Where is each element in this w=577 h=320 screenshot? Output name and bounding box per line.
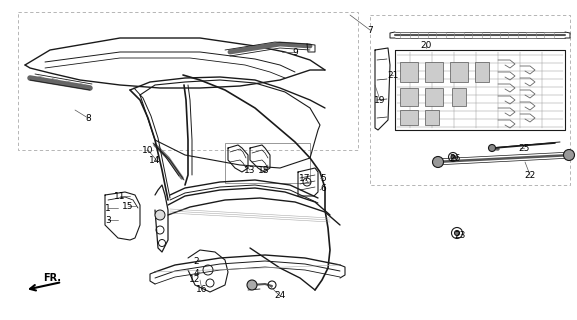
Text: 5: 5 bbox=[320, 173, 326, 182]
Bar bbox=[425, 62, 443, 82]
Text: 20: 20 bbox=[420, 41, 432, 50]
Text: 19: 19 bbox=[374, 95, 386, 105]
Text: 18: 18 bbox=[258, 165, 270, 174]
Text: 6: 6 bbox=[320, 183, 326, 193]
Bar bbox=[400, 88, 418, 106]
Bar bbox=[370, 15, 570, 185]
Text: 2: 2 bbox=[193, 258, 199, 267]
Text: 11: 11 bbox=[114, 191, 126, 201]
Circle shape bbox=[155, 210, 165, 220]
Text: 14: 14 bbox=[149, 156, 160, 164]
Text: 3: 3 bbox=[105, 215, 111, 225]
Text: 21: 21 bbox=[387, 70, 399, 79]
Text: 23: 23 bbox=[454, 230, 466, 239]
Bar bbox=[425, 110, 439, 125]
Text: 1: 1 bbox=[105, 204, 111, 212]
Text: 4: 4 bbox=[193, 269, 199, 278]
Text: 24: 24 bbox=[275, 292, 286, 300]
Circle shape bbox=[455, 230, 459, 236]
Circle shape bbox=[489, 145, 496, 151]
Bar bbox=[452, 88, 466, 106]
Text: 22: 22 bbox=[524, 171, 535, 180]
Circle shape bbox=[564, 149, 575, 161]
Text: 26: 26 bbox=[449, 154, 460, 163]
Bar bbox=[400, 110, 418, 125]
Text: 15: 15 bbox=[122, 202, 134, 211]
Bar bbox=[450, 62, 468, 82]
Text: 8: 8 bbox=[85, 114, 91, 123]
Text: 25: 25 bbox=[518, 143, 530, 153]
Text: 12: 12 bbox=[189, 276, 201, 284]
Bar bbox=[18, 12, 358, 150]
Bar bbox=[425, 88, 443, 106]
Bar bbox=[400, 62, 418, 82]
Text: 10: 10 bbox=[143, 146, 153, 155]
Bar bbox=[475, 62, 489, 82]
Text: 17: 17 bbox=[299, 173, 311, 182]
Text: FR.: FR. bbox=[43, 273, 61, 283]
Circle shape bbox=[451, 155, 455, 159]
Circle shape bbox=[433, 156, 444, 167]
Text: 7: 7 bbox=[367, 26, 373, 35]
Text: 16: 16 bbox=[196, 285, 208, 294]
Text: 9: 9 bbox=[292, 47, 298, 57]
Text: 13: 13 bbox=[244, 165, 256, 174]
Circle shape bbox=[247, 280, 257, 290]
Bar bbox=[225, 143, 310, 183]
